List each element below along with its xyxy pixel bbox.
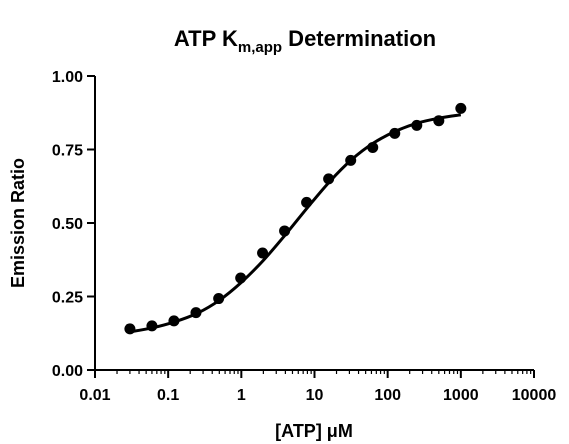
data-point bbox=[345, 154, 357, 166]
data-point bbox=[323, 173, 335, 185]
data-point bbox=[168, 315, 180, 327]
chart-title-suffix: Determination bbox=[282, 26, 436, 51]
data-point bbox=[367, 141, 379, 153]
x-tick-label: 1 bbox=[237, 387, 246, 404]
data-point bbox=[301, 196, 313, 208]
x-tick-label: 1000 bbox=[443, 387, 479, 404]
data-point bbox=[124, 323, 136, 335]
x-axis-ticks: 0.01 0.1 1 10 100 1000 10000 bbox=[79, 370, 556, 404]
data-point bbox=[411, 119, 423, 131]
x-tick-label: 10000 bbox=[512, 387, 557, 404]
data-point bbox=[213, 293, 225, 305]
y-tick-label: 0.50 bbox=[52, 216, 83, 233]
y-tick-label: 0.25 bbox=[52, 290, 83, 307]
data-point bbox=[235, 272, 247, 284]
data-point bbox=[257, 247, 269, 259]
data-point bbox=[455, 102, 467, 114]
x-tick-label: 10 bbox=[306, 387, 324, 404]
plot-area: 0.00 0.25 0.50 0.75 1.00 0.01 0.1 1 10 100 1000 10… bbox=[52, 69, 556, 404]
chart-title-main: ATP K bbox=[174, 26, 238, 51]
y-axis-ticks: 0.00 0.25 0.50 0.75 1.00 bbox=[52, 69, 95, 380]
y-axis-label: Emission Ratio bbox=[8, 158, 28, 288]
x-tick-label: 0.1 bbox=[157, 387, 179, 404]
y-tick-label: 0.00 bbox=[52, 363, 83, 380]
fit-curve bbox=[129, 113, 462, 334]
y-tick-label: 0.75 bbox=[52, 143, 83, 160]
data-point bbox=[279, 225, 291, 237]
x-tick-label: 100 bbox=[374, 387, 401, 404]
data-point bbox=[389, 127, 401, 139]
data-point bbox=[190, 307, 202, 319]
chart-title: ATP Km,app Determination bbox=[174, 26, 436, 56]
data-point bbox=[433, 115, 445, 127]
data-points bbox=[124, 102, 467, 335]
chart-title-subscript: m,app bbox=[238, 39, 282, 56]
y-tick-label: 1.00 bbox=[52, 69, 83, 86]
x-axis-label: [ATP] μM bbox=[275, 421, 353, 441]
data-point bbox=[146, 320, 158, 332]
x-tick-label: 0.01 bbox=[79, 387, 110, 404]
